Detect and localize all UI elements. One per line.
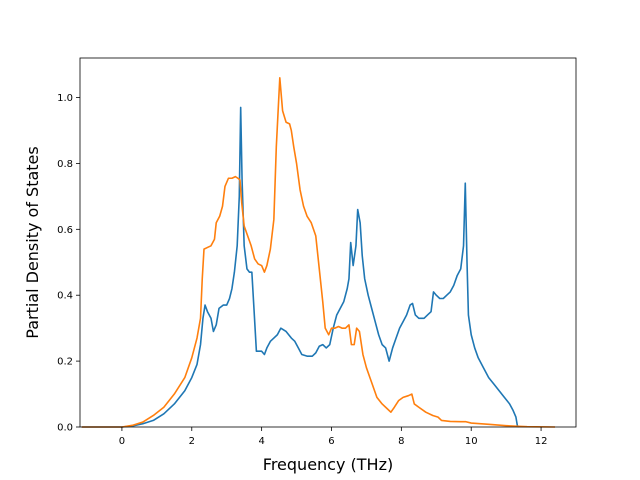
x-tick-label: 0 <box>119 436 125 447</box>
y-axis-ticks: 0.0 0.2 0.4 0.6 0.8 1.0 <box>57 93 80 434</box>
x-tick-label: 6 <box>328 436 334 447</box>
x-tick-label: 2 <box>189 436 195 447</box>
y-tick-label: 0.0 <box>57 423 73 434</box>
series-line-2 <box>81 76 556 428</box>
plot-frame <box>79 57 577 428</box>
series-layer <box>81 76 556 428</box>
y-axis-label: Partial Density of States <box>23 146 42 338</box>
x-axis-label: Frequency (THz) <box>263 455 393 474</box>
y-tick-label: 0.2 <box>57 357 73 368</box>
x-axis-ticks: 0 2 4 6 8 10 12 <box>119 427 548 447</box>
y-tick-label: 0.6 <box>57 225 73 236</box>
y-tick-label: 0.4 <box>57 291 73 302</box>
y-tick-label: 0.8 <box>57 159 73 170</box>
series-line-1 <box>81 106 520 428</box>
x-tick-label: 10 <box>465 436 478 447</box>
x-tick-label: 12 <box>535 436 548 447</box>
x-tick-label: 8 <box>398 436 404 447</box>
y-tick-label: 1.0 <box>57 93 73 104</box>
x-tick-label: 4 <box>258 436 264 447</box>
